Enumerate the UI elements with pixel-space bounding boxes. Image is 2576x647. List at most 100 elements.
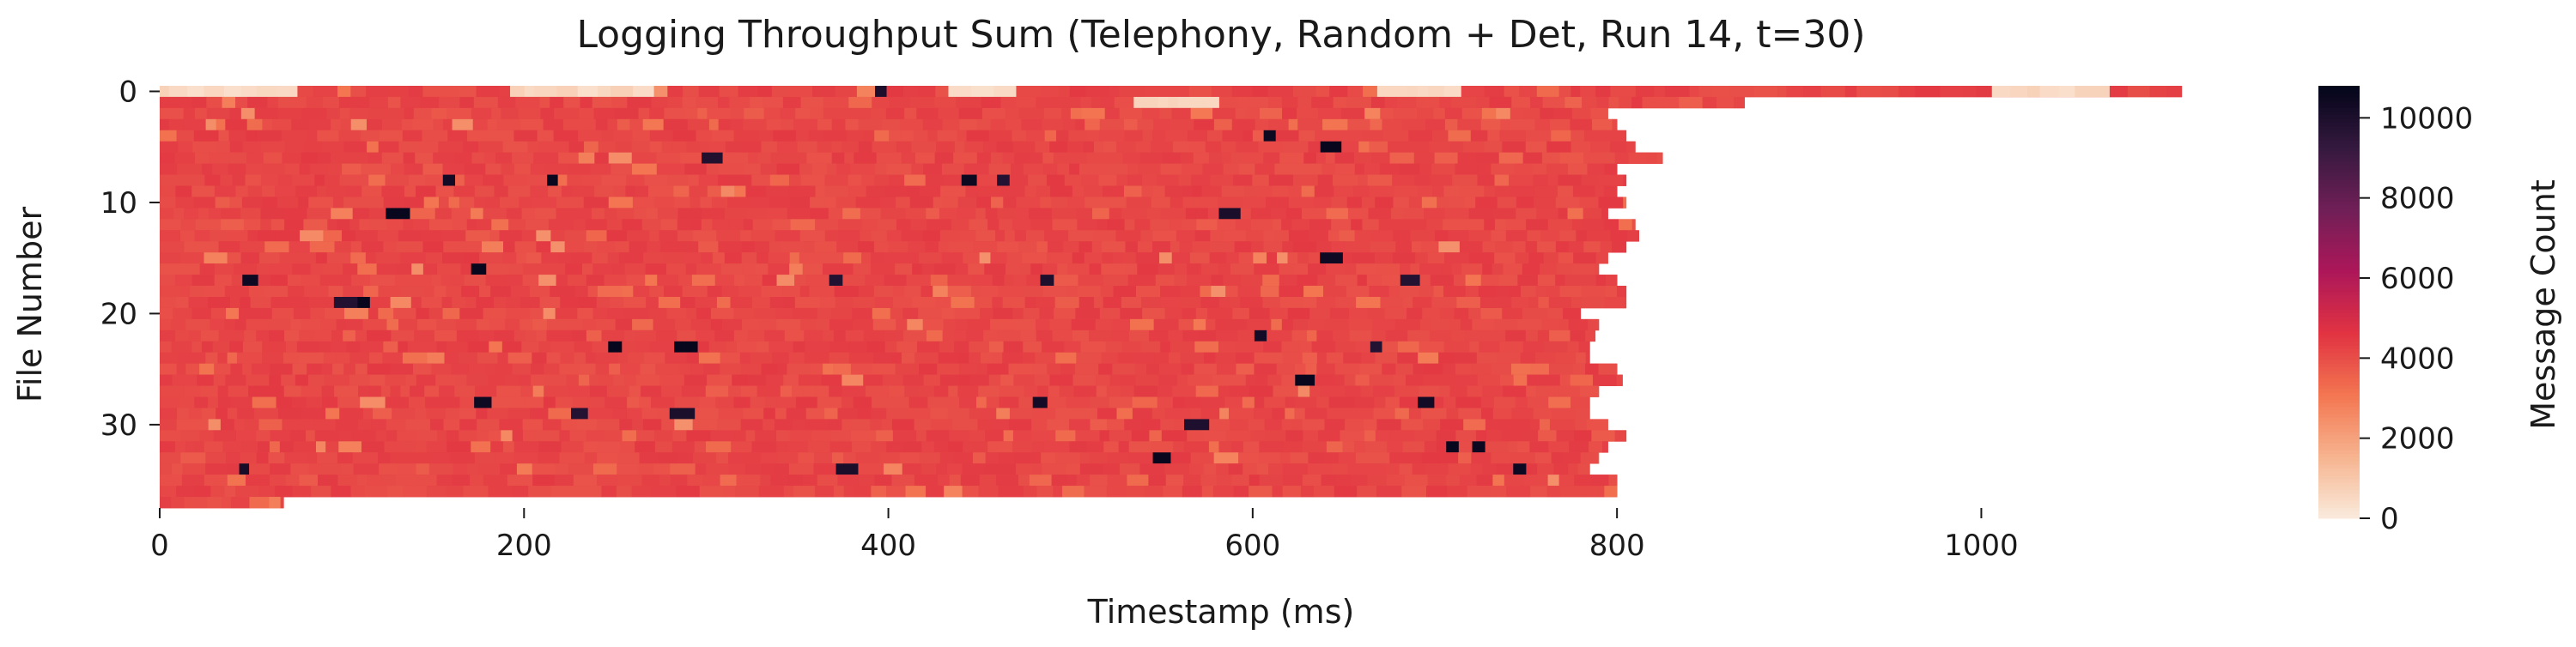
heatmap-cell — [1203, 96, 1220, 109]
heatmap-cell — [459, 307, 484, 320]
heatmap-cell — [584, 241, 598, 253]
heatmap-cell — [269, 318, 291, 331]
heatmap-cell — [1416, 96, 1440, 109]
heatmap-cell — [1157, 396, 1174, 408]
heatmap-cell — [459, 396, 475, 408]
heatmap-cell — [1252, 130, 1265, 142]
heatmap-cell — [597, 441, 621, 453]
heatmap-cell — [1499, 341, 1524, 354]
heatmap-cell — [199, 363, 215, 375]
heatmap-cell — [185, 441, 196, 453]
heatmap-cell — [742, 241, 755, 253]
heatmap-cell — [903, 330, 927, 342]
heatmap-cell — [656, 152, 681, 164]
heatmap-cell — [1546, 163, 1569, 175]
heatmap-cell — [160, 463, 173, 475]
heatmap-cell — [558, 141, 569, 153]
heatmap-cell — [1513, 463, 1527, 475]
heatmap-cell — [755, 263, 769, 275]
heatmap-cell — [851, 419, 871, 431]
heatmap-cell — [735, 486, 760, 498]
colorbar-gradient-segment — [2318, 309, 2360, 314]
heatmap-cell — [690, 219, 702, 231]
heatmap-cell — [567, 174, 583, 186]
heatmap-cell — [566, 318, 584, 331]
heatmap-cell — [1495, 286, 1510, 298]
heatmap-cell — [292, 174, 315, 186]
heatmap-cell — [1197, 197, 1218, 209]
heatmap-cell — [1352, 252, 1376, 264]
heatmap-cell — [1595, 86, 1611, 98]
heatmap-cell — [1448, 230, 1469, 242]
heatmap-cell — [1314, 486, 1335, 498]
heatmap-cell — [825, 197, 836, 209]
heatmap-cell — [886, 163, 912, 175]
heatmap-cell — [317, 152, 331, 164]
heatmap-cell — [1263, 341, 1282, 354]
heatmap-cell — [817, 118, 833, 131]
heatmap-cell — [997, 174, 1011, 186]
heatmap-cell — [891, 419, 915, 431]
heatmap-cell — [1583, 241, 1601, 253]
heatmap-cell — [1036, 185, 1051, 197]
heatmap-cell — [608, 197, 634, 209]
heatmap-cell — [221, 497, 232, 509]
heatmap-cell — [1493, 208, 1516, 220]
heatmap-cell — [403, 441, 416, 453]
colorbar-tick-label: 4000 — [2380, 342, 2455, 376]
heatmap-cell — [1226, 430, 1252, 442]
heatmap-cell — [1432, 185, 1444, 197]
heatmap-cell — [516, 463, 533, 475]
heatmap-cell — [1338, 452, 1357, 464]
heatmap-cell — [200, 385, 219, 397]
heatmap-cell — [307, 374, 325, 386]
heatmap-cell — [1110, 330, 1130, 342]
heatmap-cell — [718, 163, 744, 175]
heatmap-cell — [1419, 275, 1431, 287]
heatmap-cell — [1844, 86, 1857, 98]
heatmap-cell — [696, 307, 712, 320]
heatmap-cell — [1049, 374, 1073, 386]
heatmap-cell — [558, 152, 580, 164]
heatmap-cell — [218, 330, 245, 342]
heatmap-cell — [826, 163, 837, 175]
heatmap-cell — [174, 275, 192, 287]
heatmap-cell — [323, 230, 343, 242]
heatmap-cell — [1625, 141, 1636, 153]
heatmap-cell — [1263, 241, 1283, 253]
heatmap-cell — [883, 374, 903, 386]
heatmap-cell — [194, 107, 208, 120]
heatmap-cell — [560, 352, 574, 364]
heatmap-cell — [1238, 452, 1259, 464]
heatmap-cell — [367, 141, 380, 153]
heatmap-cell — [1456, 297, 1481, 309]
heatmap-cell — [861, 174, 875, 186]
heatmap-cell — [513, 330, 526, 342]
heatmap-cell — [536, 230, 551, 242]
heatmap-cell — [1160, 341, 1171, 354]
heatmap-cell — [955, 263, 969, 275]
heatmap-cell — [319, 275, 341, 287]
heatmap-cell — [843, 452, 856, 464]
heatmap-cell — [783, 486, 794, 498]
heatmap-cell — [987, 219, 999, 231]
heatmap-cell — [1347, 118, 1370, 131]
heatmap-cell — [366, 118, 383, 131]
heatmap-cell — [1570, 374, 1594, 386]
heatmap-cell — [398, 341, 409, 354]
heatmap-cell — [592, 263, 613, 275]
heatmap-cell — [1067, 197, 1085, 209]
heatmap-cell — [296, 341, 319, 354]
heatmap-cell — [1438, 352, 1455, 364]
heatmap-cell — [1089, 163, 1109, 175]
heatmap-cell — [355, 330, 368, 342]
heatmap-cell — [408, 396, 426, 408]
heatmap-cell — [1294, 263, 1309, 275]
heatmap-cell — [643, 419, 662, 431]
heatmap-cell — [587, 408, 614, 420]
heatmap-cell — [888, 174, 905, 186]
heatmap-cell — [1540, 107, 1555, 120]
heatmap-cell — [346, 185, 362, 197]
heatmap-cell — [280, 497, 284, 509]
heatmap-cell — [926, 208, 940, 220]
